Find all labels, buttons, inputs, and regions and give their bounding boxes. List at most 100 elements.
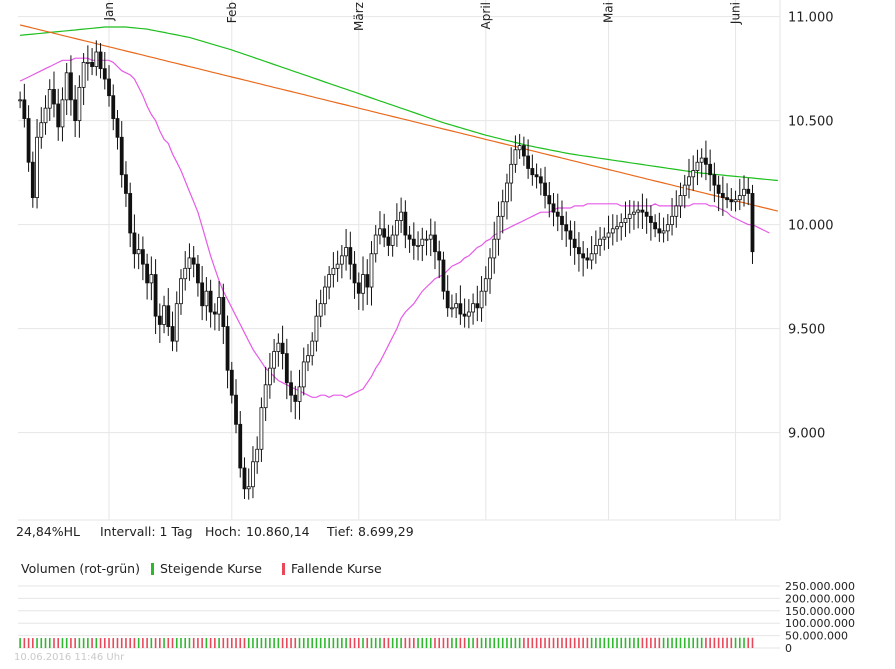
volume-bar-up — [175, 638, 178, 648]
volume-bar-down — [222, 637, 225, 648]
volume-bar-down — [230, 637, 233, 648]
candle-down — [132, 232, 137, 255]
candle-down — [445, 290, 450, 309]
interval-label: Intervall: 1 Tag — [100, 524, 193, 539]
candle-down — [140, 249, 145, 265]
volume-bar-up — [688, 637, 690, 648]
volume-bar-up — [345, 637, 347, 648]
candle-down — [712, 174, 717, 186]
chart-grid — [18, 0, 781, 521]
legend-falling-label: Fallende Kurse — [291, 561, 382, 576]
candle-up — [733, 199, 738, 203]
candle-down — [289, 382, 293, 396]
volume-legend-title: Volumen (rot-grün) — [21, 561, 140, 576]
volume-bar-down — [133, 638, 136, 648]
candle-down — [73, 99, 78, 122]
volume-bar-down — [142, 638, 144, 648]
volume-bar-down — [476, 637, 479, 648]
volume-bar-up — [362, 637, 364, 648]
volume-bar-down — [70, 638, 72, 648]
volume-bar-down — [709, 637, 711, 648]
candle-up — [615, 226, 619, 230]
volume-bar-up — [501, 637, 504, 648]
volume-bar-up — [87, 638, 89, 648]
volume-bar-up — [472, 637, 474, 648]
candle-up — [670, 215, 674, 226]
volume-bar-down — [27, 638, 30, 648]
volume-bar-down — [552, 637, 555, 648]
candle-down — [225, 326, 230, 371]
candle-down — [90, 62, 94, 67]
candle-up — [94, 51, 99, 67]
candle-down — [145, 263, 150, 284]
candle-up — [513, 149, 518, 165]
volume-bar-down — [366, 637, 369, 648]
candle-down — [280, 342, 285, 355]
volume-bar-down — [57, 638, 60, 648]
candle-up — [339, 255, 344, 265]
candle-up — [471, 303, 475, 313]
volume-bar-up — [679, 637, 682, 648]
volume-bar-up — [95, 638, 98, 648]
volume-bar-down — [290, 637, 292, 648]
candle-up — [496, 215, 501, 240]
volume-bar-down — [154, 638, 157, 648]
candle-down — [119, 136, 124, 176]
candle-up — [623, 217, 628, 223]
candle-down — [653, 222, 658, 230]
volume-bar-down — [578, 637, 580, 648]
candle-down — [212, 311, 217, 315]
volume-bar-up — [328, 637, 330, 648]
candle-down — [365, 274, 370, 288]
candle-up — [602, 236, 607, 240]
candle-up — [85, 62, 90, 64]
candle-down — [725, 197, 729, 201]
volume-bar-up — [628, 637, 631, 648]
candle-down — [238, 423, 243, 469]
candle-up — [378, 228, 382, 236]
volume-bar-up — [455, 637, 457, 648]
candle-down — [200, 282, 205, 307]
price-tick-label: 9.000 — [788, 427, 825, 442]
volume-bar-up — [671, 637, 673, 648]
candle-up — [466, 311, 471, 317]
volume-bar-down — [641, 637, 644, 648]
candle-down — [530, 168, 535, 176]
candle-up — [306, 355, 310, 363]
volume-bar-up — [163, 638, 165, 648]
volume-bar-down — [438, 637, 441, 648]
time-tick-label: Jan — [102, 2, 116, 22]
candle-down — [526, 155, 531, 169]
candle-up — [318, 303, 323, 317]
volume-bar-down — [171, 638, 174, 648]
volume-bar-down — [717, 637, 720, 648]
candle-up — [204, 290, 209, 307]
candle-up — [361, 274, 365, 294]
volume-bar-up — [311, 637, 314, 648]
volume-bar-up — [307, 637, 309, 648]
candle-down — [52, 89, 56, 105]
volume-bar-down — [556, 637, 559, 648]
candle-up — [509, 163, 514, 184]
volume-bar-up — [595, 637, 597, 648]
volume-bar-down — [74, 638, 76, 648]
volume-bar-up — [607, 637, 610, 648]
volume-bar-up — [743, 637, 745, 648]
candle-up — [695, 161, 700, 171]
candle-up — [272, 351, 277, 369]
candle-down — [115, 118, 120, 138]
volume-bar-down — [357, 637, 360, 648]
candle-up — [593, 245, 598, 255]
candle-down — [568, 230, 573, 240]
volume-bar-down — [527, 637, 529, 648]
candle-up — [18, 99, 23, 102]
candle-down — [153, 274, 158, 317]
candle-up — [488, 257, 492, 280]
volume-bar-down — [463, 637, 466, 648]
candle-up — [661, 230, 666, 234]
volume-bar-down — [243, 637, 246, 648]
volume-bar-down — [713, 637, 716, 648]
volume-bar-down — [209, 637, 212, 648]
candle-up — [251, 461, 255, 488]
candle-down — [208, 290, 213, 313]
